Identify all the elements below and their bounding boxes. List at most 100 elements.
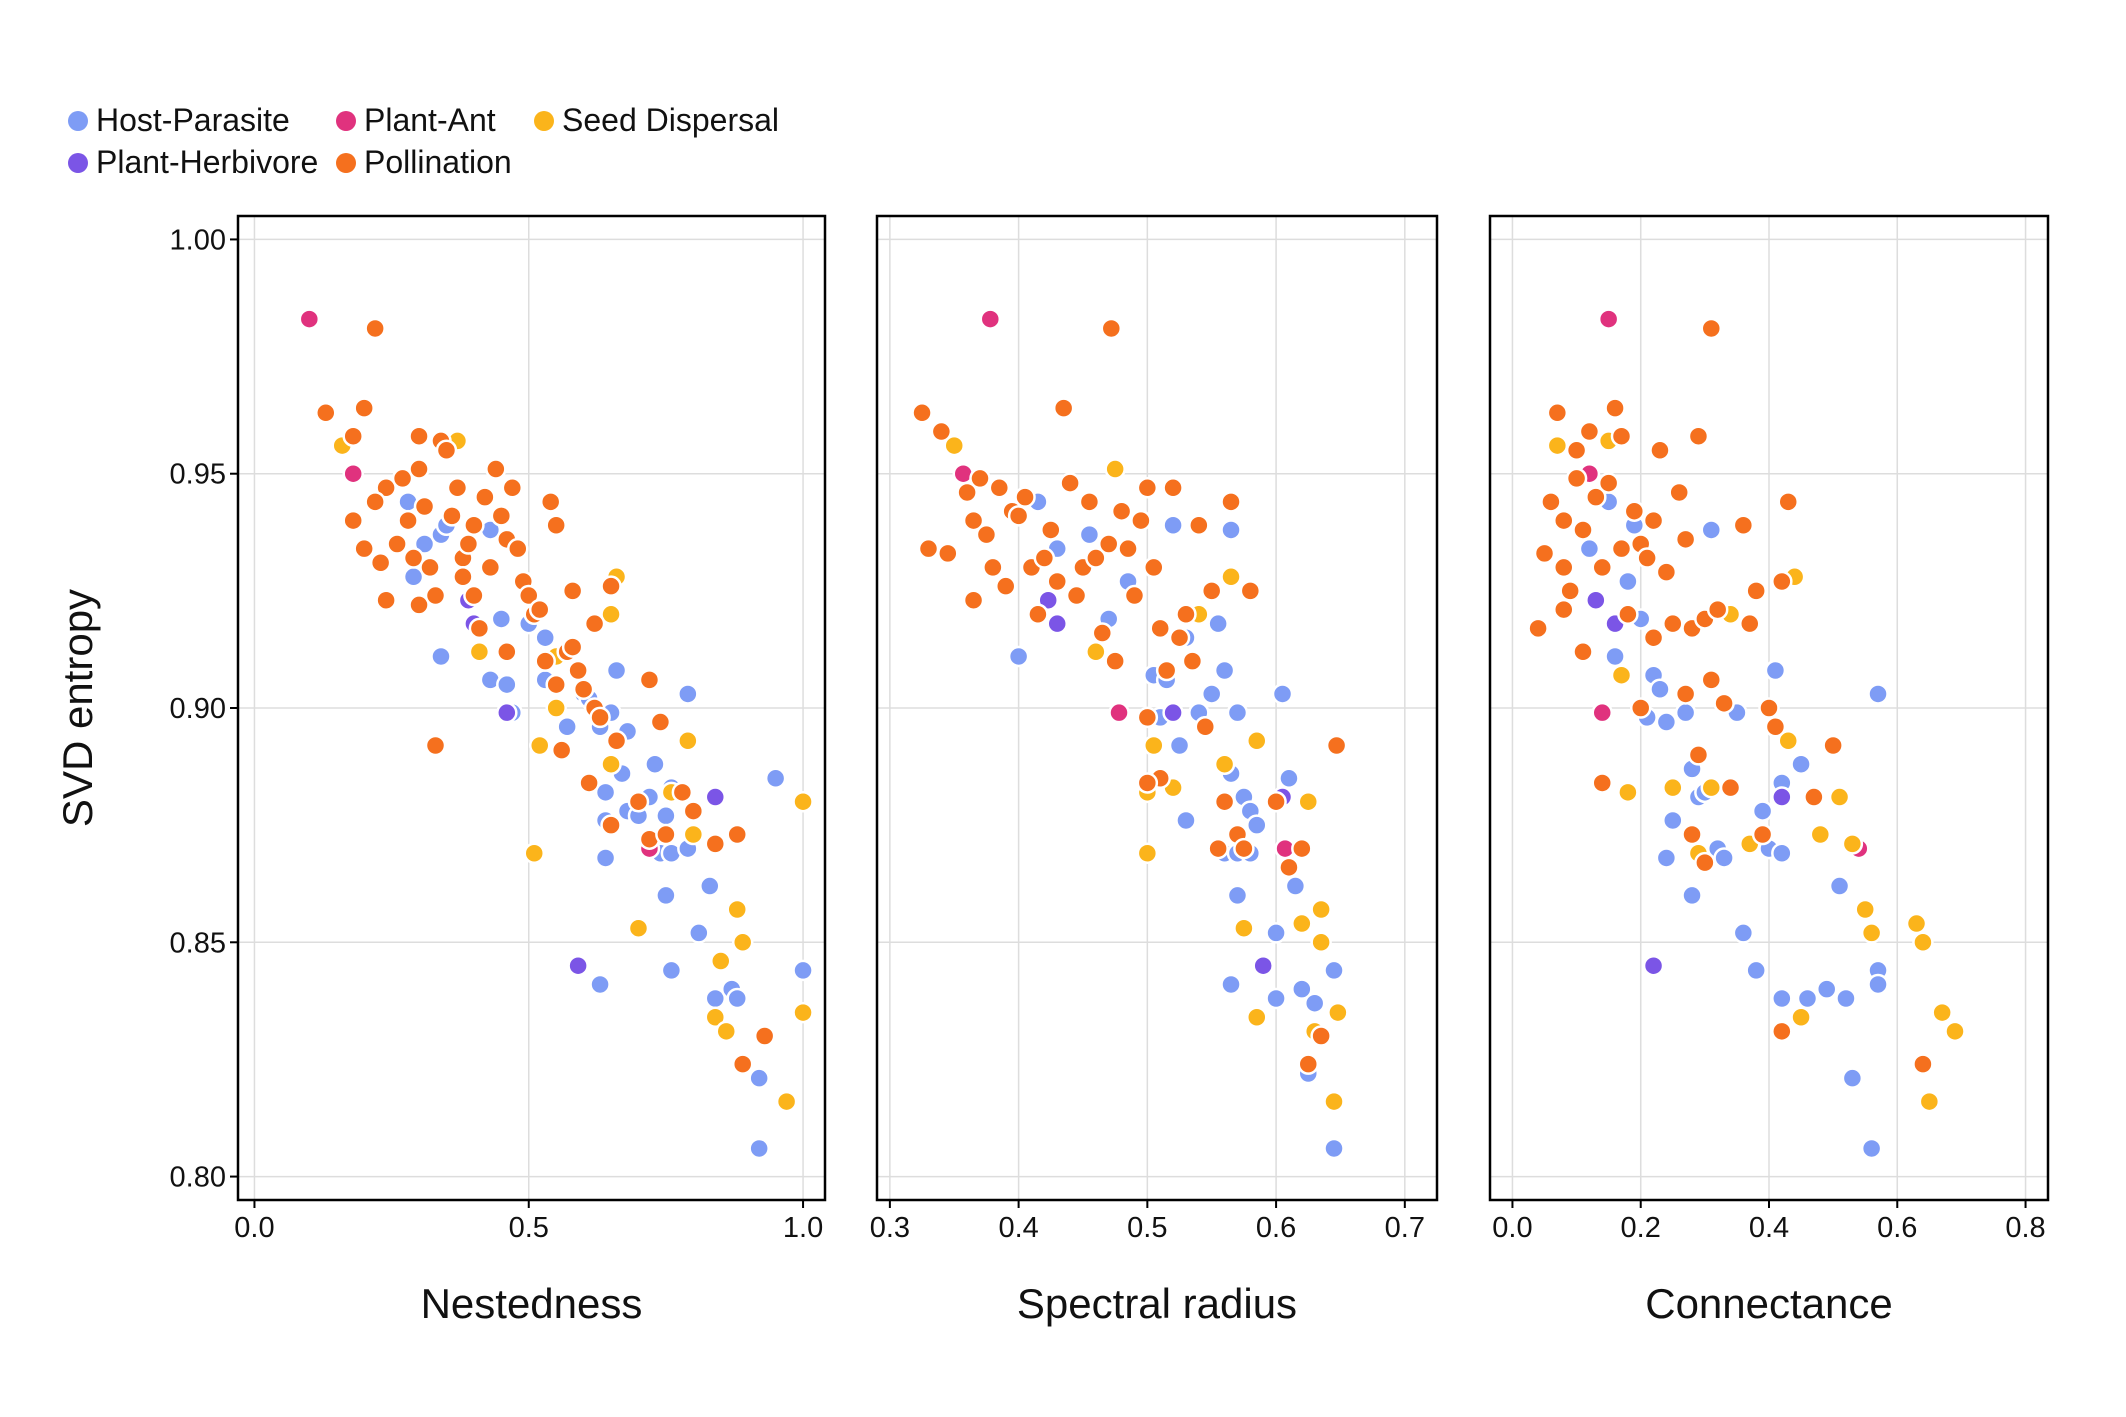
point-plant-ant (298, 308, 321, 330)
point-seed-dispersal (600, 603, 622, 626)
point-pollination (1168, 626, 1191, 649)
point-pollination (364, 491, 386, 513)
plot-frame (875, 214, 1439, 1202)
point-seed-dispersal (1860, 922, 1883, 944)
point-pollination (1091, 622, 1114, 644)
point-pollination (726, 823, 748, 846)
point-pollination (545, 673, 567, 696)
point-seed-dispersal (715, 1020, 738, 1043)
point-pollination (1642, 509, 1665, 532)
point-host-parasite (748, 1067, 770, 1089)
point-pollination (1803, 786, 1825, 808)
point-plant-herbivore (704, 786, 727, 808)
point-pollination (1553, 598, 1575, 621)
point-pollination (1052, 397, 1075, 419)
point-pollination (731, 1053, 754, 1075)
point-seed-dispersal (1841, 833, 1864, 855)
point-seed-dispersal (1790, 1006, 1812, 1029)
point-pollination (1143, 556, 1165, 579)
point-pollination (353, 537, 375, 560)
point-pollination (1771, 570, 1793, 593)
x-tick-label: 0.0 (234, 1212, 274, 1244)
point-seed-dispersal (1905, 912, 1928, 935)
point-plant-herbivore (1162, 701, 1184, 724)
point-seed-dispersal (1233, 917, 1255, 939)
point-seed-dispersal (528, 734, 551, 757)
legend-swatch-seed-dispersal (534, 110, 554, 131)
y-axis-label: SVD entropy (54, 589, 101, 827)
point-host-parasite (490, 608, 513, 630)
point-pollination (1565, 467, 1588, 490)
point-host-parasite (1162, 514, 1184, 537)
x-axis-label: Connectance (1645, 1280, 1893, 1327)
point-pollination (962, 509, 985, 532)
point-pollination (600, 814, 622, 836)
point-host-parasite (1604, 645, 1626, 668)
point-host-parasite (764, 767, 787, 790)
point-host-parasite (1291, 978, 1313, 1000)
point-seed-dispersal (1662, 776, 1684, 799)
point-host-parasite (430, 645, 452, 668)
y-tick-label: 0.80 (170, 1162, 226, 1194)
point-seed-dispersal (1085, 641, 1107, 663)
point-pollination (1597, 472, 1620, 494)
x-tick-label: 0.0 (1492, 1212, 1532, 1244)
point-host-parasite (1828, 875, 1851, 897)
point-host-parasite (1835, 987, 1857, 1010)
point-seed-dispersal (682, 823, 705, 846)
point-seed-dispersal (731, 931, 754, 954)
point-seed-dispersal (1931, 1001, 1953, 1024)
point-pollination (490, 505, 513, 527)
point-pollination (1027, 603, 1049, 626)
point-pollination (474, 486, 496, 508)
point-host-parasite (655, 884, 677, 907)
point-pollination (501, 477, 524, 499)
point-host-parasite (1700, 519, 1723, 541)
point-pollination (1325, 734, 1348, 757)
point-seed-dispersal (1220, 566, 1242, 588)
point-seed-dispersal (1246, 730, 1268, 752)
point-host-parasite (1265, 922, 1287, 944)
x-tick-label: 0.4 (998, 1212, 1038, 1244)
point-pollination (600, 575, 622, 597)
point-seed-dispersal (545, 697, 567, 719)
point-seed-dispersal (600, 753, 622, 775)
point-pollination (369, 551, 392, 574)
point-pollination (1065, 584, 1088, 607)
point-pollination (1100, 317, 1123, 340)
point-pollination (1085, 547, 1107, 569)
point-pollination (1565, 439, 1588, 462)
point-pollination (485, 458, 507, 480)
point-pollination (1681, 823, 1703, 846)
point-plant-herbivore (1037, 589, 1059, 611)
point-pollination (1207, 837, 1229, 860)
point-plant-ant (979, 308, 1002, 330)
point-pollination (1540, 491, 1562, 513)
point-host-parasite (1226, 884, 1249, 907)
point-host-parasite (1207, 612, 1229, 635)
point-pollination (1764, 715, 1787, 738)
point-plant-herbivore (1642, 954, 1665, 977)
point-pollination (1110, 500, 1133, 522)
point-seed-dispersal (1327, 1001, 1349, 1024)
point-seed-dispersal (775, 1090, 798, 1113)
point-pollination (671, 781, 694, 804)
point-pollination (1123, 584, 1146, 607)
point-pollination (1604, 397, 1626, 419)
point-pollination (1694, 851, 1716, 874)
point-pollination (753, 1025, 776, 1047)
point-pollination (534, 650, 556, 672)
panel-spectral-radius: 0.3 0.4 0.5 0.6 0.7 Spectral radius (870, 214, 1439, 1327)
point-seed-dispersal (1918, 1090, 1941, 1113)
legend-label-plant-herbivore: Plant-Herbivore (96, 144, 319, 180)
point-seed-dispersal (468, 641, 491, 663)
point-pollination (1623, 500, 1646, 522)
point-pollination (1822, 734, 1844, 757)
point-pollination (956, 481, 978, 504)
point-pollination (441, 505, 463, 527)
legend: Host-Parasite Plant-Ant Seed Dispersal P… (68, 102, 828, 192)
point-pollination (1155, 659, 1178, 682)
point-host-parasite (1578, 537, 1601, 560)
